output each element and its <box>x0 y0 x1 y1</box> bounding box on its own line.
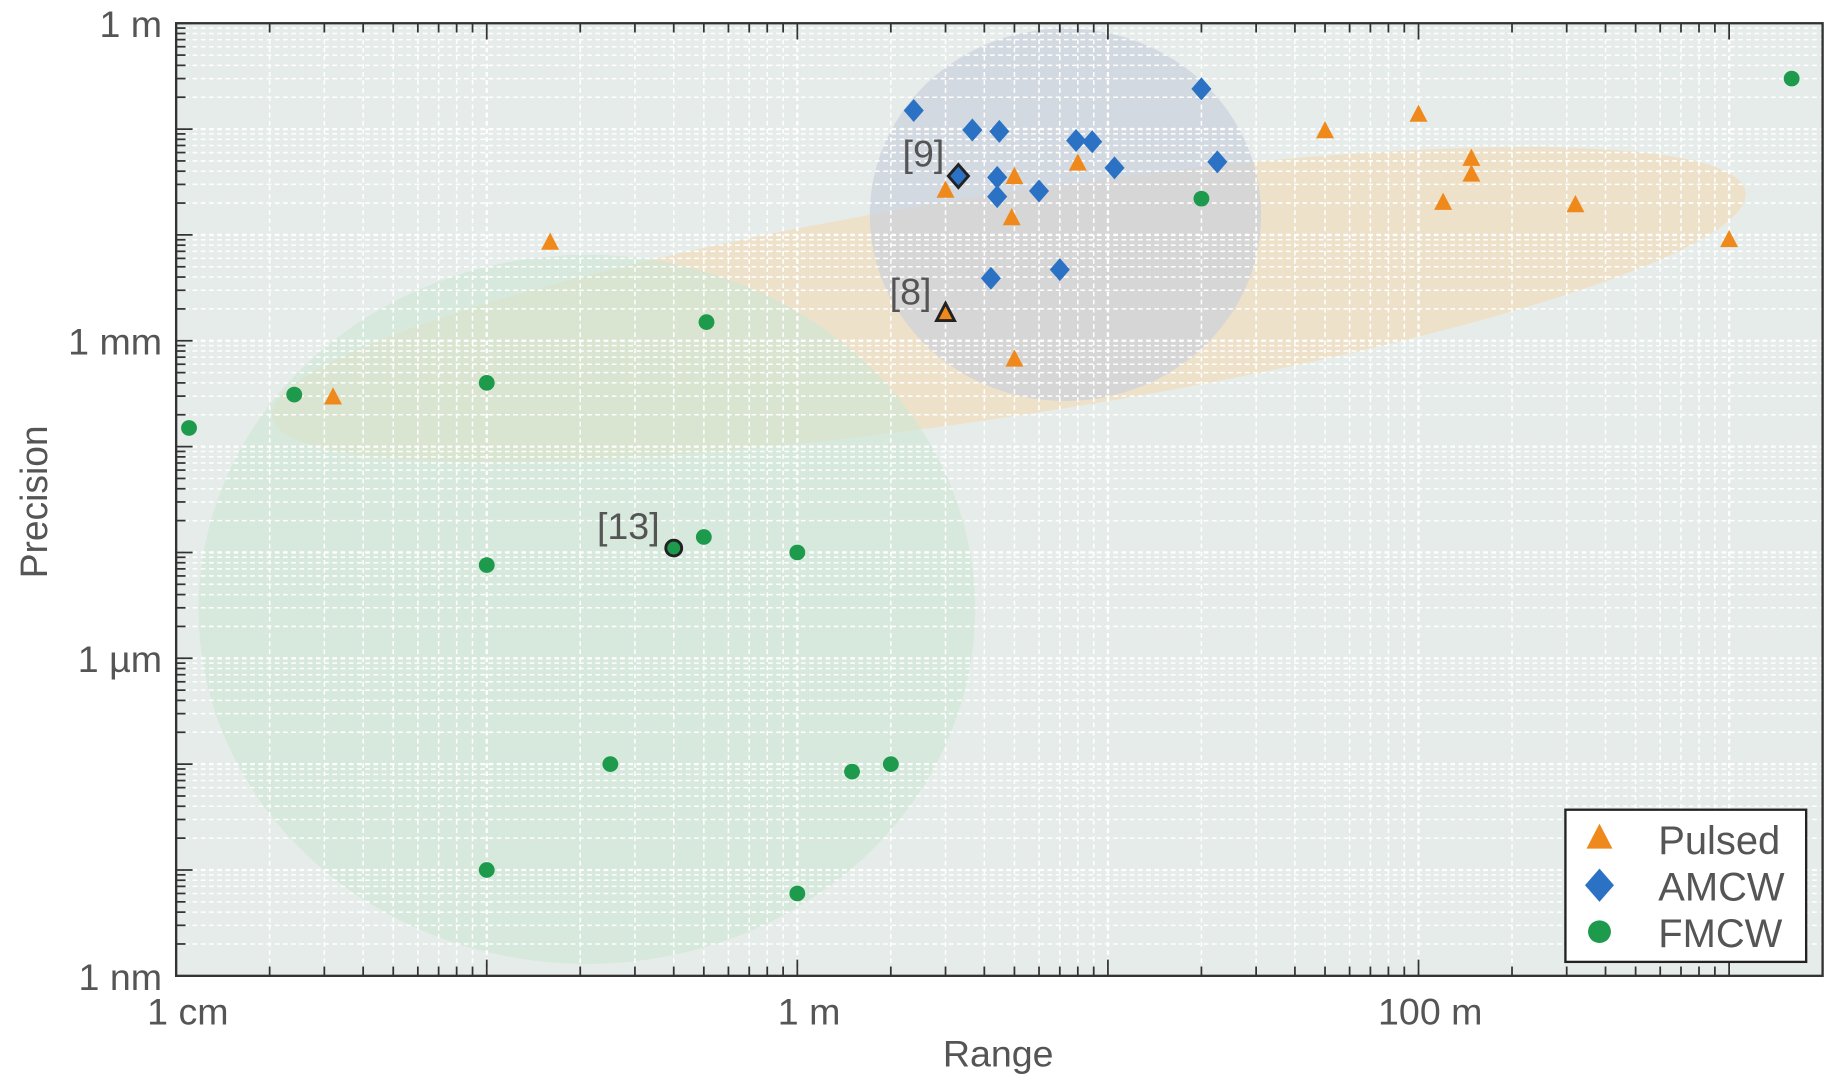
fmcw-point <box>698 314 715 330</box>
pulsed-point <box>541 232 560 250</box>
amcw-point <box>1028 179 1050 203</box>
fmcw-point <box>664 538 684 558</box>
annotations: [9] [8] [13] <box>597 133 944 547</box>
amcw-point <box>1104 156 1125 180</box>
x-tick-label: 1 m <box>778 991 841 1033</box>
pulsed-point <box>1316 120 1335 139</box>
region-fmcw <box>198 254 976 964</box>
pulsed-point <box>1005 166 1024 185</box>
plot-frame <box>174 22 1824 977</box>
legend-marker-fmcw <box>1588 920 1611 944</box>
annotation-label: [13] <box>597 505 660 547</box>
amcw-point <box>1191 77 1212 101</box>
fmcw-point <box>181 420 197 436</box>
fmcw-point <box>882 756 899 772</box>
fmcw-point <box>789 885 806 902</box>
pulsed-point <box>324 387 343 405</box>
fmcw-point <box>844 763 860 780</box>
amcw-point <box>987 185 1008 209</box>
x-tick-label: 100 m <box>1378 991 1482 1033</box>
pulsed-point <box>1566 194 1585 213</box>
pulsed-point <box>936 180 955 198</box>
fmcw-point <box>1783 70 1800 87</box>
fmcw-point <box>602 756 619 772</box>
amcw-point <box>1082 130 1103 154</box>
pulsed-point <box>1005 349 1024 367</box>
legend-label-amcw: AMCW <box>1658 866 1785 910</box>
pulsed-point <box>1002 208 1021 226</box>
pulsed-point <box>1068 153 1087 171</box>
fmcw-point <box>478 557 495 573</box>
amcw-point <box>946 162 971 190</box>
fmcw-point <box>478 375 495 391</box>
amcw-point <box>1207 150 1228 174</box>
legend-label-fmcw: FMCW <box>1658 912 1783 956</box>
data-points <box>181 70 1800 902</box>
y-tick-label: 1 m <box>99 3 162 45</box>
fmcw-point <box>789 544 806 561</box>
pulsed-point <box>1434 192 1453 210</box>
pulsed-point <box>1462 148 1481 166</box>
y-tick-label: 1 µm <box>78 638 162 680</box>
pulsed-point <box>934 300 957 322</box>
amcw-point <box>903 98 924 122</box>
fmcw-point <box>478 862 495 878</box>
legend-marker-pulsed <box>1586 823 1613 849</box>
legend-marker-amcw <box>1584 868 1614 902</box>
annotation-label: [8] <box>890 271 932 313</box>
x-tick-label: 1 cm <box>147 991 228 1033</box>
legend-label-pulsed: Pulsed <box>1658 819 1780 863</box>
pulsed-point <box>1720 229 1739 248</box>
x-axis-label: Range <box>943 1033 1054 1075</box>
y-axis-label: Precision <box>13 425 55 578</box>
pulsed-point <box>1462 164 1481 182</box>
annotation-label: [9] <box>903 133 945 175</box>
fmcw-point <box>695 529 712 545</box>
pulsed-point <box>1409 104 1428 122</box>
amcw-point <box>962 118 983 142</box>
fmcw-point <box>286 386 303 403</box>
region-amcw <box>869 28 1262 402</box>
amcw-point <box>980 266 1001 290</box>
amcw-point <box>989 119 1010 143</box>
amcw-point <box>987 165 1008 189</box>
amcw-point <box>1049 258 1070 282</box>
fmcw-point <box>1193 190 1210 207</box>
y-tick-label: 1 nm <box>79 956 163 998</box>
y-tick-label: 1 mm <box>68 321 162 363</box>
